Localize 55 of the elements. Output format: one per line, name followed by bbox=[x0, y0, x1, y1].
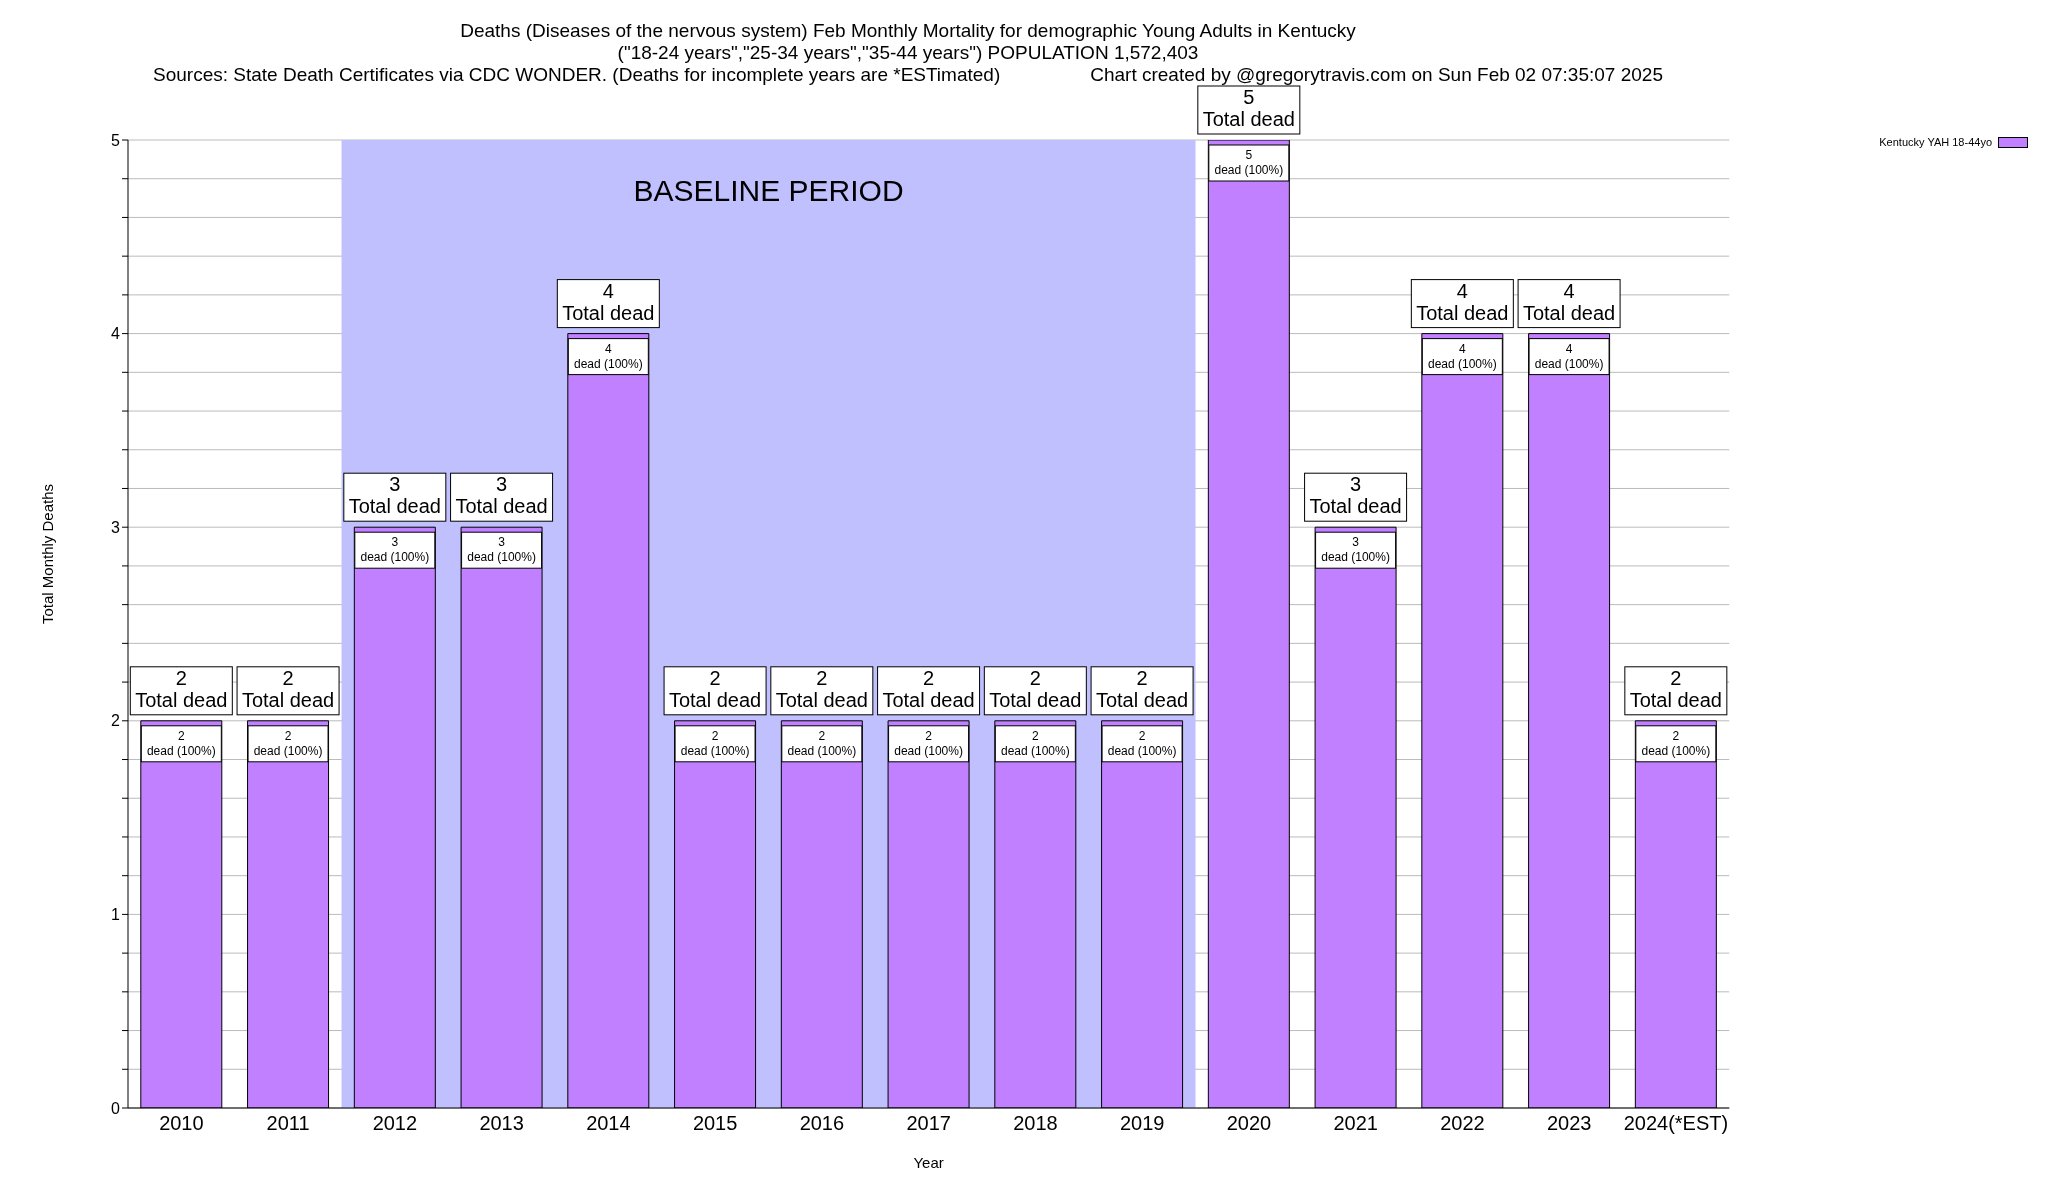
total-label: 3 Total dead bbox=[1309, 473, 1402, 518]
y-tick-label: 1 bbox=[111, 906, 121, 924]
x-tick-label: 2014 bbox=[586, 1112, 631, 1135]
data-label: 5 dead (100%) bbox=[1214, 148, 1284, 177]
y-axis-title: Total Monthly Deaths bbox=[39, 483, 57, 624]
x-tick-label: 2010 bbox=[159, 1112, 204, 1135]
x-tick-label: 2012 bbox=[372, 1112, 418, 1135]
total-label: 2 Total dead bbox=[1629, 666, 1722, 711]
y-tick-label: 3 bbox=[111, 518, 121, 536]
data-label: 4 dead (100%) bbox=[1427, 341, 1497, 371]
x-tick-label: 2011 bbox=[266, 1112, 310, 1135]
x-tick-label: 2022 bbox=[1440, 1112, 1485, 1135]
x-axis-title: Year bbox=[913, 1154, 944, 1171]
total-label: 4 Total dead bbox=[1416, 279, 1509, 324]
total-label: 2 Total dead bbox=[989, 666, 1082, 711]
x-tick-label: 2023 bbox=[1546, 1112, 1592, 1135]
data-label: 3 dead (100%) bbox=[360, 535, 430, 565]
total-label: 2 Total dead bbox=[775, 666, 868, 711]
x-tick-label: 2024(*EST) bbox=[1623, 1112, 1729, 1135]
x-tick-label: 2016 bbox=[799, 1112, 845, 1135]
y-tick-label: 0 bbox=[111, 1099, 121, 1117]
total-label: 2 Total dead bbox=[135, 666, 228, 711]
total-label: 5 Total dead bbox=[1202, 86, 1295, 130]
data-label: 2 dead (100%) bbox=[146, 728, 216, 758]
data-label: 3 dead (100%) bbox=[467, 535, 536, 565]
data-label: 2 dead (100%) bbox=[787, 728, 857, 758]
data-label: 4 dead (100%) bbox=[1534, 341, 1604, 371]
legend-label: Kentucky YAH 18-44yo bbox=[1879, 136, 1992, 148]
chart-subtitle: ("18-24 years","25-34 years","35-44 years") POPULATION 1,572,403 bbox=[616, 42, 1200, 64]
total-label: 3 Total dead bbox=[348, 473, 441, 518]
data-label: 2 dead (100%) bbox=[894, 728, 963, 758]
data-label: 2 dead (100%) bbox=[680, 728, 750, 758]
x-tick-label: 2015 bbox=[692, 1112, 738, 1135]
text: Chart created by @gregorytravis.com on Sun Feb 02 07:35:07 2025 bbox=[1090, 64, 1663, 86]
x-tick-label: 2013 bbox=[479, 1112, 524, 1135]
x-tick-label: 2019 bbox=[1119, 1112, 1165, 1135]
x-tick-label: 2017 bbox=[906, 1112, 951, 1135]
x-tick-label: 2018 bbox=[1013, 1112, 1058, 1135]
chart-title: Deaths (Diseases of the nervous system) Feb Monthly Mortality for demographic Young Adults in Kentucky bbox=[459, 20, 1357, 42]
x-tick-label: 2021 bbox=[1333, 1112, 1378, 1135]
total-label: 3 Total dead bbox=[455, 473, 548, 518]
data-label: 2 dead (100%) bbox=[1107, 728, 1177, 758]
data-label: 2 dead (100%) bbox=[253, 728, 323, 758]
y-tick-label: 2 bbox=[111, 712, 121, 730]
data-label: 2 dead (100%) bbox=[1641, 728, 1711, 758]
band-label: BASELINE PERIOD bbox=[633, 174, 904, 208]
total-label: 4 Total dead bbox=[562, 279, 655, 324]
x-tick-label: 2020 bbox=[1226, 1112, 1272, 1135]
data-label: 4 dead (100%) bbox=[573, 341, 643, 371]
source-note: Sources: State Death Certificates via CDC WONDER. (Deaths for incomplete years are *ESTimated) bbox=[153, 64, 1001, 86]
y-tick-label: 5 bbox=[111, 131, 121, 149]
total-label: 2 Total dead bbox=[882, 666, 975, 711]
data-label: 2 dead (100%) bbox=[1000, 728, 1070, 758]
y-tick-label: 4 bbox=[111, 325, 121, 343]
data-label: 3 dead (100%) bbox=[1321, 535, 1390, 565]
